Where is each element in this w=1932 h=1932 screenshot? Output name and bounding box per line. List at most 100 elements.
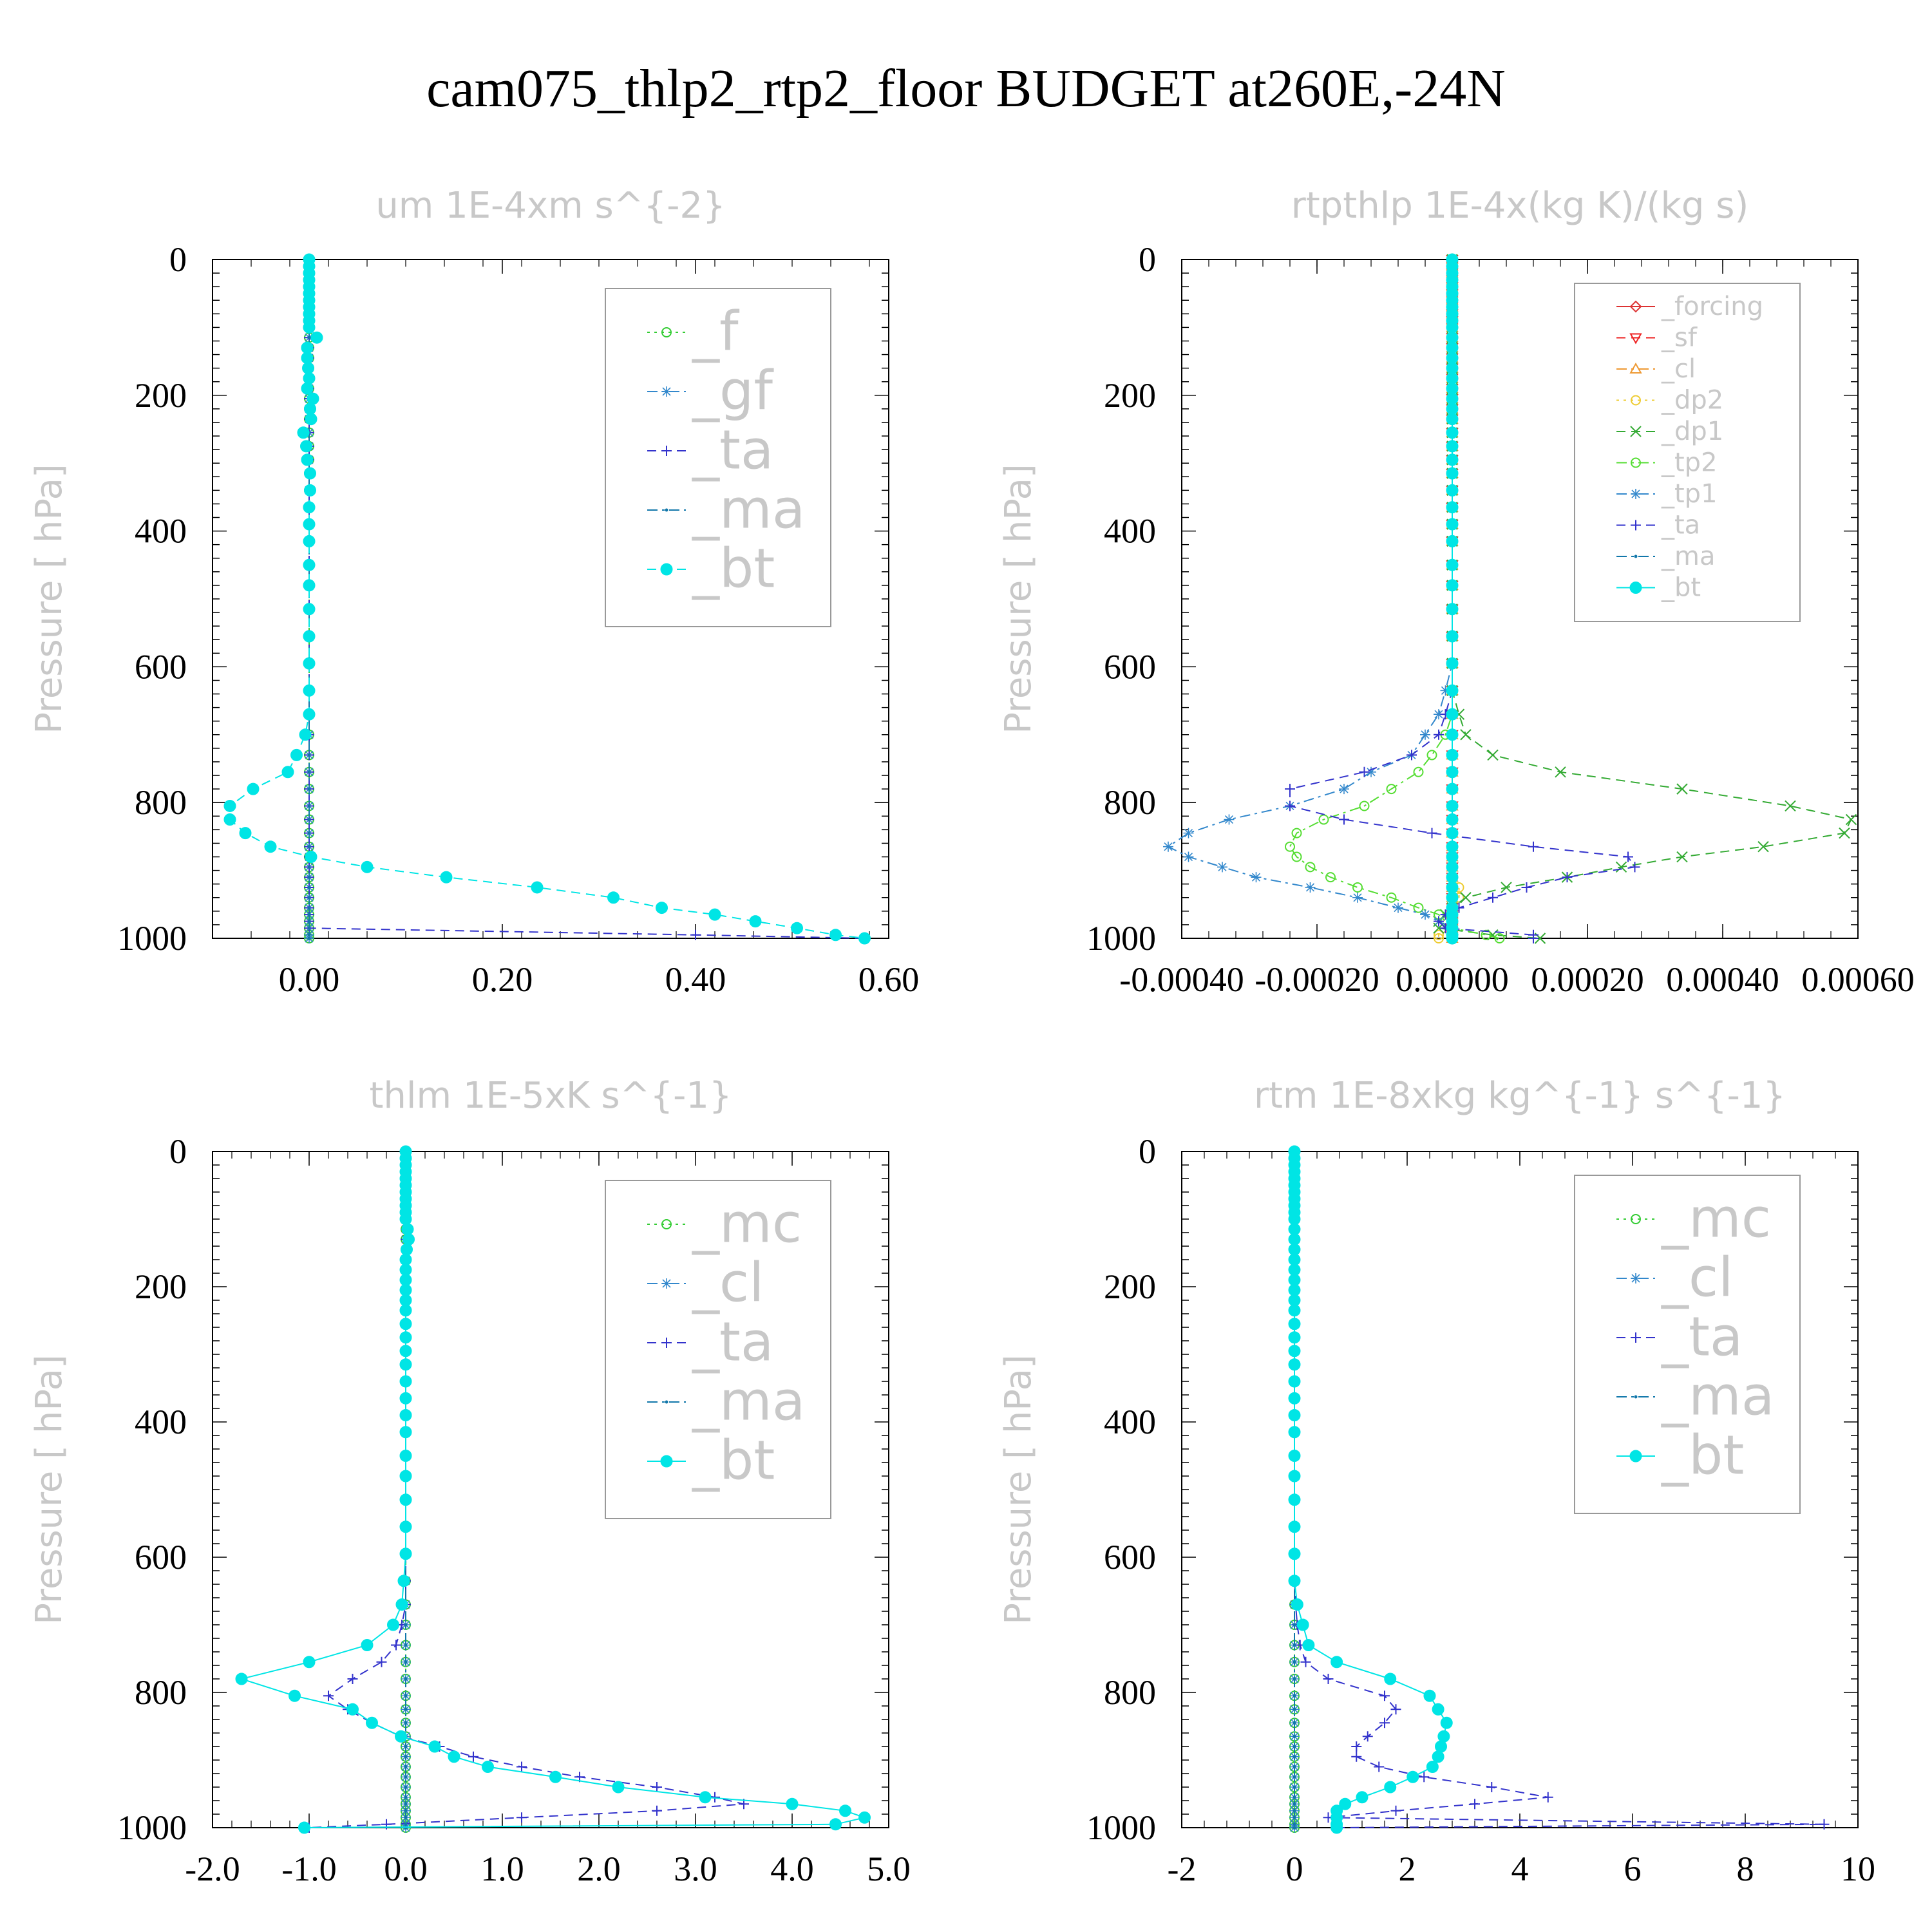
legend-marker [661, 327, 672, 337]
data-point [1386, 892, 1397, 903]
data-point [303, 1656, 316, 1669]
legend-marker [665, 1400, 668, 1404]
y-tick-label: 400 [135, 1403, 187, 1441]
series-bt [1288, 1145, 1453, 1834]
x-tick-label: 8 [1737, 1850, 1754, 1888]
legend-item: _bt [1616, 1424, 1744, 1487]
data-point [1288, 1392, 1301, 1405]
data-point [307, 818, 311, 822]
data-point [1293, 1765, 1296, 1768]
y-tick-label: 600 [135, 647, 187, 686]
data-point [404, 1802, 408, 1806]
panel-title: um 1E-4xm s^{-2} [375, 185, 725, 227]
data-point [1183, 828, 1194, 838]
data-point [303, 708, 316, 721]
data-point [1446, 382, 1459, 395]
data-point [1446, 766, 1459, 779]
data-point [404, 1765, 408, 1768]
data-point [401, 1223, 414, 1236]
data-point [1839, 827, 1850, 839]
data-point [1440, 685, 1451, 696]
legend-marker [1631, 395, 1641, 406]
legend-item: _ma [1616, 542, 1715, 571]
x-tick-label: 0.60 [858, 960, 920, 999]
data-point [1446, 728, 1459, 741]
data-point [1288, 1304, 1301, 1317]
legend-item: _gf [647, 359, 774, 422]
data-point [1288, 1450, 1301, 1462]
data-point [1406, 1770, 1419, 1783]
data-point [1217, 862, 1227, 873]
data-point [310, 331, 323, 344]
y-tick-label: 600 [1104, 647, 1156, 686]
data-point [1293, 1755, 1296, 1759]
data-point [1426, 750, 1437, 761]
legend-marker [665, 508, 668, 512]
data-point [307, 392, 319, 405]
legend-marker [1634, 554, 1638, 558]
legend-label: _tp2 [1661, 448, 1718, 478]
data-point [1446, 630, 1459, 643]
data-point [1446, 372, 1459, 384]
data-point [1446, 657, 1459, 670]
data-point [303, 372, 316, 384]
y-tick-label: 400 [135, 512, 187, 551]
data-point [1446, 426, 1459, 439]
y-tick-label: 200 [135, 1267, 187, 1306]
x-tick-label: 10 [1841, 1850, 1875, 1888]
chart-panel-1: um 1E-4xm s^{-2} Pressure [ hPa] 0 200 400 60… [28, 185, 919, 999]
data-point [1470, 1799, 1480, 1810]
data-point [304, 402, 316, 415]
data-point [1293, 1721, 1296, 1725]
legend-marker [661, 1219, 672, 1229]
data-point [399, 1450, 412, 1462]
legend-marker [1631, 1332, 1641, 1343]
data-point [346, 1703, 359, 1716]
data-point [1426, 828, 1437, 838]
legend-marker [1629, 1450, 1642, 1463]
data-point [404, 1623, 408, 1627]
data-point [1446, 501, 1459, 514]
data-point [428, 1740, 441, 1753]
data-point [1352, 892, 1363, 903]
legend-marker [1631, 457, 1641, 468]
data-point [612, 1781, 625, 1794]
legend-box [605, 288, 831, 627]
data-point [516, 1761, 527, 1772]
data-point [1374, 1761, 1385, 1772]
legend-label: _ma [1661, 1365, 1774, 1428]
data-point [1285, 841, 1295, 852]
data-point [1435, 1740, 1447, 1753]
data-point [1384, 1672, 1397, 1685]
data-point [531, 881, 544, 894]
legend-item: _mc [647, 1192, 802, 1255]
data-point [1432, 1750, 1444, 1763]
data-point [307, 787, 311, 791]
data-point [1434, 929, 1444, 940]
legend-label: _sf [1661, 323, 1698, 353]
legend-label: _cl [1661, 354, 1696, 384]
data-point [1446, 684, 1459, 697]
data-point [549, 1770, 562, 1783]
data-point [1757, 841, 1769, 853]
data-point [1446, 708, 1459, 721]
legend-marker [1631, 520, 1641, 531]
data-point [829, 1818, 842, 1831]
legend-label: _ta [1661, 511, 1700, 540]
data-point [404, 1694, 408, 1698]
data-point [749, 915, 762, 928]
y-axis-label: Pressure [ hPa] [28, 1354, 70, 1624]
series-line [1167, 260, 1453, 938]
data-point [1366, 766, 1376, 777]
data-point [323, 1690, 334, 1701]
data-point [402, 1233, 415, 1245]
panel-title: rtm 1E-8xkg kg^{-1} s^{-1} [1254, 1075, 1786, 1117]
data-point [1379, 1690, 1390, 1701]
data-point [1293, 1677, 1296, 1681]
data-point [404, 1795, 408, 1799]
data-point [1460, 729, 1472, 741]
data-point [1288, 1318, 1301, 1331]
data-point [1413, 902, 1424, 913]
data-point [1293, 1826, 1296, 1830]
